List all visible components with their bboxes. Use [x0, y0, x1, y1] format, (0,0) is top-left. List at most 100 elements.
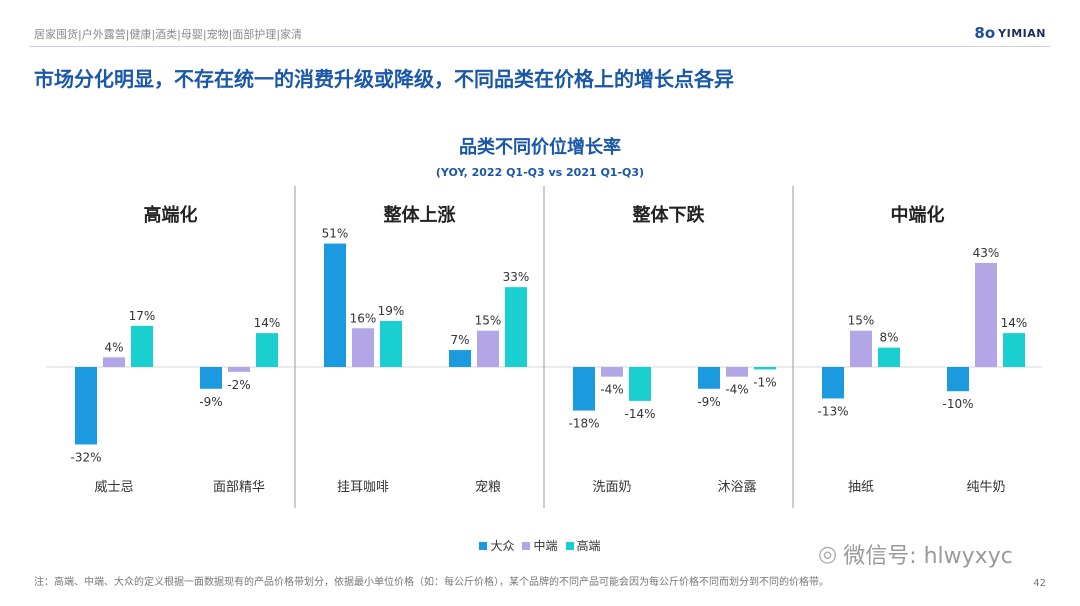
bar — [754, 367, 776, 370]
data-label: -32% — [70, 450, 101, 464]
bar — [103, 357, 125, 367]
bar — [75, 367, 97, 445]
data-label: 19% — [378, 304, 405, 318]
data-label: 33% — [503, 270, 530, 284]
group-label: 整体下跌 — [632, 204, 706, 226]
data-label: -4% — [725, 383, 748, 397]
wechat-watermark: ◎ 微信号: hlwyxyc — [818, 538, 1013, 570]
wechat-icon: ◎ — [818, 541, 838, 567]
category-label: 纯牛奶 — [966, 480, 1005, 495]
bar — [380, 321, 402, 367]
bar — [256, 333, 278, 367]
nav-separator: | — [151, 28, 156, 41]
nav-separator: | — [228, 28, 233, 41]
category-label: 抽纸 — [848, 480, 874, 495]
data-label: 15% — [848, 314, 875, 328]
page-number: 42 — [1033, 578, 1046, 589]
logo-mark: 8o — [974, 24, 996, 42]
nav-separator: | — [78, 28, 82, 41]
nav-category-4: 母婴 — [180, 28, 203, 41]
data-label: -2% — [227, 378, 250, 392]
data-label: 16% — [350, 311, 377, 325]
nav-category-7: 家清 — [280, 28, 303, 41]
top-bar: 居家囤货 | 户外露营 | 健康 | 酒类 | 母婴 | 宠物 | 面部护理 |… — [0, 0, 1080, 46]
legend-item-1: 中端 — [522, 537, 558, 554]
group-label: 高端化 — [144, 204, 198, 226]
legend-item-2: 高端 — [565, 537, 601, 554]
data-label: -9% — [697, 395, 720, 409]
logo-text: YIMIAN — [998, 26, 1046, 40]
data-label: -14% — [624, 407, 655, 421]
bar — [505, 287, 527, 367]
nav-separator: | — [177, 28, 181, 41]
bar — [947, 367, 969, 392]
bar — [698, 367, 720, 389]
category-label: 沐浴露 — [717, 480, 756, 495]
legend-label: 大众 — [490, 539, 515, 553]
category-nav: 居家囤货 | 户外露营 | 健康 | 酒类 | 母婴 | 宠物 | 面部护理 |… — [34, 26, 302, 42]
nav-category-6: 面部护理 — [232, 28, 277, 41]
data-label: 4% — [104, 340, 123, 354]
wechat-id: 微信号: hlwyxyc — [843, 544, 1013, 569]
category-label: 面部精华 — [213, 480, 265, 495]
bar — [850, 330, 872, 367]
chart-subtitle: (YOY, 2022 Q1-Q3 vs 2021 Q1-Q3) — [435, 166, 645, 179]
data-label: -9% — [199, 395, 222, 409]
group-label: 整体上涨 — [383, 204, 456, 226]
data-label: 51% — [322, 227, 349, 241]
nav-category-1: 户外露营 — [81, 28, 126, 41]
data-label: -13% — [817, 404, 848, 418]
bar — [131, 325, 153, 367]
bar — [629, 367, 651, 401]
nav-category-5: 宠物 — [206, 28, 229, 41]
data-label: 17% — [129, 309, 156, 323]
bar — [228, 367, 250, 372]
data-label: 43% — [973, 246, 1000, 260]
category-label: 威士忌 — [94, 480, 133, 495]
bar — [726, 367, 748, 377]
chart-legend: 大众 中端 高端 — [0, 537, 1080, 554]
data-label: 7% — [450, 333, 469, 347]
bar — [449, 350, 471, 367]
nav-category-0: 居家囤货 — [34, 28, 78, 41]
nav-separator: | — [276, 28, 281, 41]
nav-category-2: 健康 — [129, 28, 152, 41]
data-label: 15% — [475, 314, 502, 328]
legend-swatch — [565, 541, 574, 550]
data-label: -10% — [942, 397, 973, 411]
category-label: 挂耳咖啡 — [337, 480, 389, 495]
data-label: 14% — [254, 316, 281, 330]
legend-label: 中端 — [533, 539, 558, 553]
company-logo: 8o YIMIAN — [974, 24, 1046, 42]
nav-separator: | — [202, 28, 207, 41]
bar — [200, 367, 222, 389]
slide-headline: 市场分化明显，不存在统一的消费升级或降级，不同品类在价格上的增长点各异 — [34, 67, 734, 91]
group-label: 中端化 — [891, 204, 945, 226]
bar — [601, 367, 623, 377]
category-label: 洗面奶 — [592, 480, 631, 495]
data-label: -1% — [753, 375, 776, 389]
nav-category-3: 酒类 — [155, 28, 178, 41]
header-divider — [30, 46, 1050, 47]
legend-swatch — [479, 541, 488, 550]
legend-label: 高端 — [576, 539, 601, 553]
data-label: -4% — [600, 383, 623, 397]
footnote: 注：高端、中端、大众的定义根据一面数据现有的产品价格带划分，依据最小单位价格（如… — [34, 577, 829, 588]
bar — [573, 367, 595, 411]
bar — [822, 367, 844, 399]
chart-title: 品类不同价位增长率 — [459, 137, 621, 158]
nav-separator: | — [125, 28, 130, 41]
data-label: 8% — [879, 331, 898, 345]
bar — [1003, 333, 1025, 367]
bar — [352, 328, 374, 367]
data-label: 14% — [1001, 316, 1028, 330]
bar — [477, 330, 499, 367]
category-label: 宠粮 — [475, 479, 501, 495]
bar — [878, 347, 900, 367]
legend-item-0: 大众 — [479, 537, 514, 554]
data-label: -18% — [568, 417, 599, 431]
legend-swatch — [522, 541, 531, 550]
bar — [324, 243, 346, 367]
bar — [975, 262, 997, 367]
